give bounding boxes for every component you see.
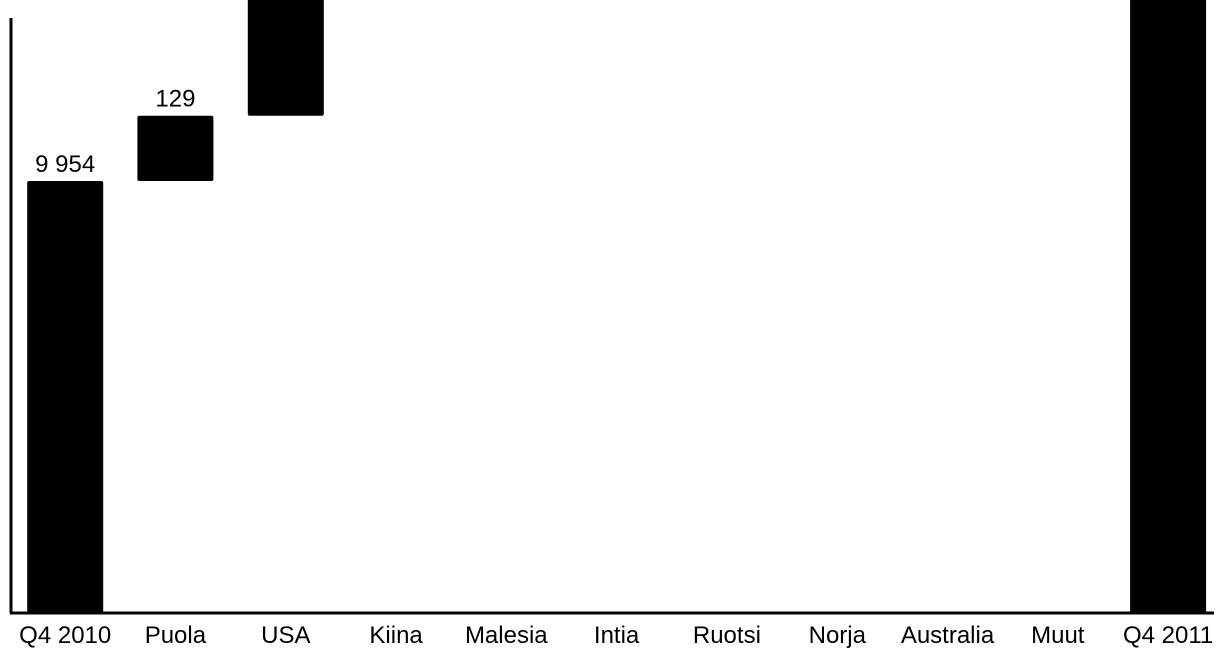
bars-group xyxy=(27,0,1207,613)
x-tick-label-q4-2010: Q4 2010 xyxy=(19,622,111,649)
x-tick-label-malesia: Malesia xyxy=(465,622,548,649)
category-labels-group: Q4 2010 Puola USA Kiina Malesia Intia Ruotsi No… xyxy=(19,622,1213,649)
x-tick-label-australia: Australia xyxy=(901,622,995,649)
x-tick-label-intia: Intia xyxy=(594,622,640,649)
x-tick-label-kiina: Kiina xyxy=(369,622,423,649)
data-labels-group: 9 954129270153254165-109-62-3721110 928 xyxy=(35,86,195,178)
bar-q4-2010 xyxy=(27,181,104,613)
x-tick-label-norja: Norja xyxy=(809,622,867,649)
bar-q4-2011 xyxy=(1130,0,1207,613)
x-tick-label-q4-2011: Q4 2011 xyxy=(1123,622,1213,649)
data-label-puola: 129 xyxy=(155,86,195,113)
x-tick-label-muut: Muut xyxy=(1031,622,1085,649)
x-tick-label-ruotsi: Ruotsi xyxy=(693,622,761,649)
bar-puola xyxy=(137,115,214,181)
data-label-q4-2010: 9 954 xyxy=(35,151,95,178)
x-tick-label-puola: Puola xyxy=(145,622,207,649)
x-tick-label-usa: USA xyxy=(261,622,310,649)
bar-usa xyxy=(247,0,324,116)
